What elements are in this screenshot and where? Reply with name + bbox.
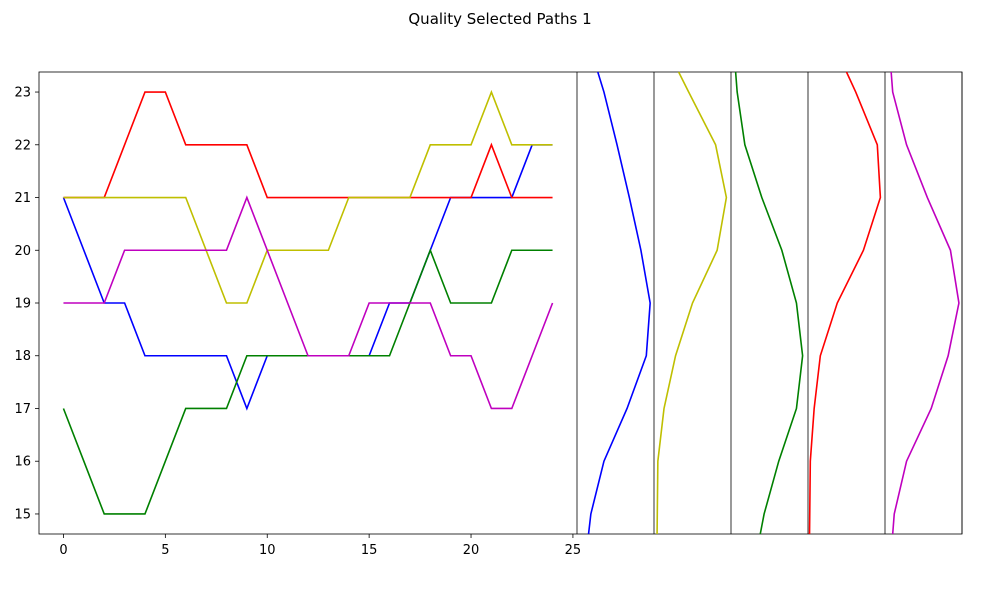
y-tick-label: 19 (14, 297, 31, 312)
y-tick-label: 23 (14, 86, 31, 101)
y-tick-label: 15 (14, 507, 31, 522)
density-curve (808, 71, 882, 535)
series-line-4 (63, 89, 553, 304)
density-panel-4 (808, 71, 882, 535)
density-curve (656, 71, 728, 535)
x-tick-label: 5 (161, 543, 169, 558)
y-tick-label: 18 (14, 349, 31, 364)
density-curve (587, 71, 651, 535)
density-panel-3 (734, 71, 804, 535)
y-tick-label: 21 (14, 191, 31, 206)
y-tick-label: 16 (14, 455, 31, 470)
x-tick-label: 25 (565, 543, 582, 558)
main-line-plot: 0 5 10 15 20 25 15 16 17 18 19 20 21 22 23 (14, 71, 963, 558)
chart-title: Quality Selected Paths 1 (408, 10, 591, 28)
x-tick-label: 20 (463, 543, 480, 558)
density-panel-5 (890, 71, 960, 535)
density-panel-1 (587, 71, 651, 535)
y-tick-label: 22 (14, 138, 31, 153)
series-line-5 (63, 195, 554, 410)
x-tick-label: 15 (361, 543, 378, 558)
series-line-3 (63, 91, 553, 199)
density-panel-2 (656, 71, 728, 535)
density-curve (734, 71, 804, 535)
density-curve (890, 71, 960, 535)
density-panels (576, 71, 963, 535)
y-tick-label: 17 (14, 402, 31, 417)
y-tick-label: 20 (14, 244, 31, 259)
x-tick-label: 0 (59, 543, 67, 558)
x-tick-label: 10 (259, 543, 276, 558)
